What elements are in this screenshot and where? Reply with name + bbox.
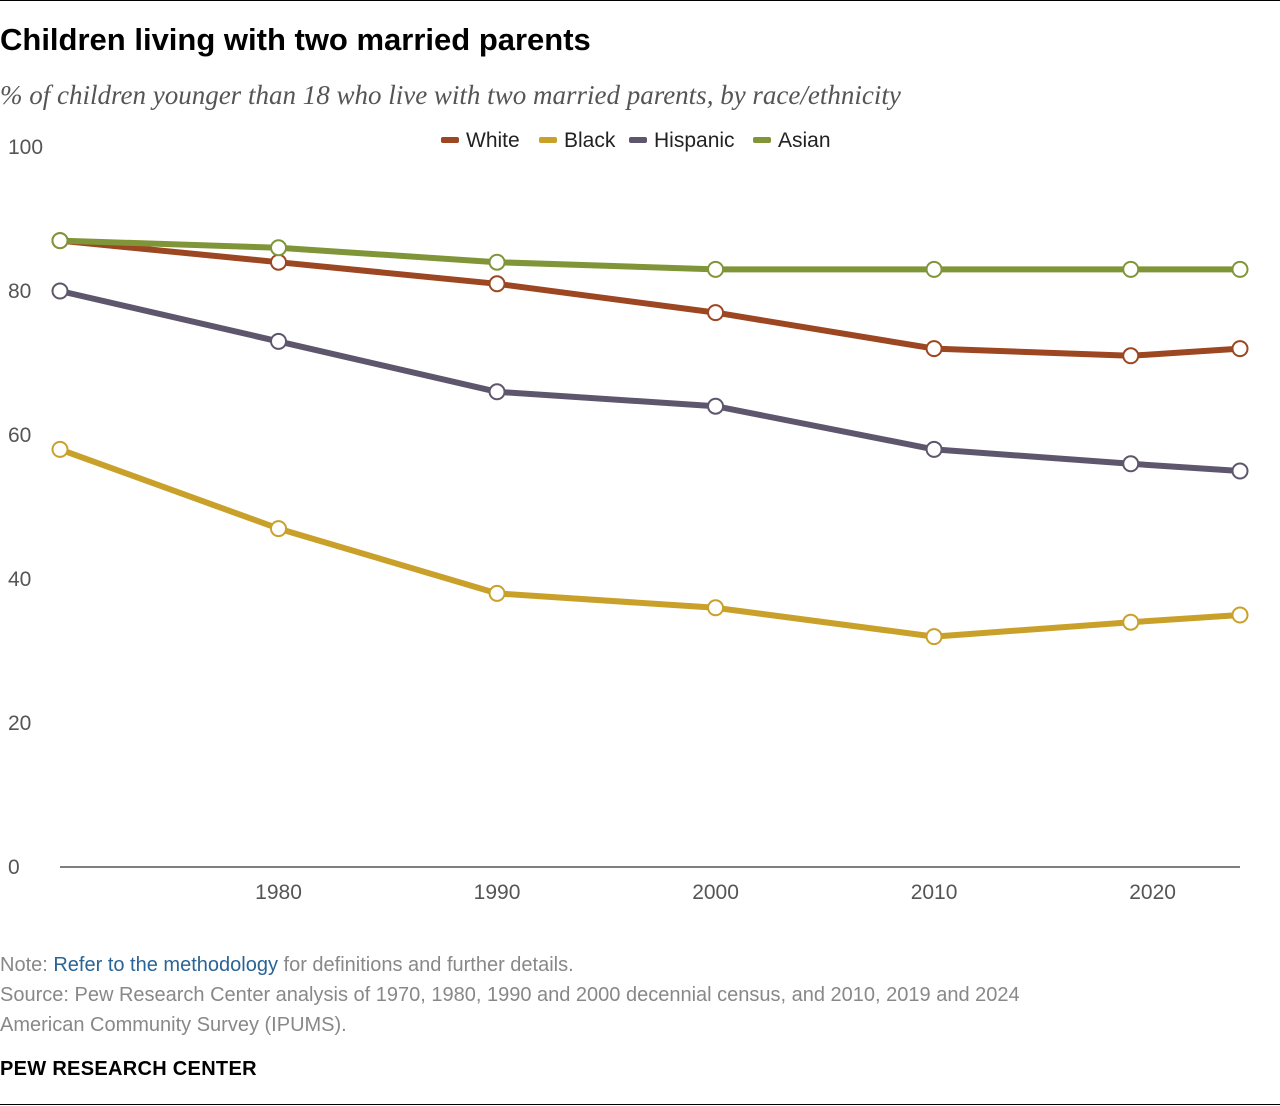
data-point-hispanic-2024 [1231, 462, 1249, 480]
data-point-white-2024 [1231, 340, 1249, 358]
data-point-asian-1980 [270, 239, 288, 257]
data-point-asian-2024 [1231, 260, 1249, 278]
y-tick-label-60: 60 [8, 424, 31, 447]
legend-swatch-asian [753, 137, 771, 143]
data-point-asian-2000 [707, 260, 725, 278]
legend: White Black Hispanic Asian [441, 129, 831, 152]
note-suffix: for definitions and further details. [277, 954, 574, 976]
x-tick-label-2000: 2000 [692, 881, 739, 904]
x-axis-ticks: 1980 1990 2000 2010 2020 [255, 881, 1176, 904]
series-line-white [57, 237, 1243, 359]
legend-label-asian: Asian [778, 129, 831, 152]
y-tick-label-100: 100 [8, 136, 43, 159]
data-point-hispanic-2000 [707, 397, 725, 415]
legend-label-white: White [466, 129, 520, 152]
data-point-black-2024 [1231, 606, 1249, 624]
data-point-white-2010 [925, 340, 943, 358]
line-chart: 0 20 40 60 80 100 1980 1990 2000 2010 2020 White B… [8, 129, 1249, 904]
legend-label-black: Black [564, 129, 616, 152]
data-point-black-2010 [925, 628, 943, 646]
data-point-black-2019 [1122, 613, 1140, 631]
footer-source-line1: Source: Pew Research Center analysis of … [0, 984, 1020, 1006]
data-point-hispanic-2010 [925, 440, 943, 458]
data-point-asian-1990 [488, 253, 506, 271]
x-tick-label-1990: 1990 [474, 881, 521, 904]
data-point-black-2000 [707, 599, 725, 617]
series-lines [57, 237, 1243, 640]
data-point-white-1990 [488, 275, 506, 293]
chart-subtitle: % of children younger than 18 who live w… [0, 80, 901, 110]
series-line-hispanic [57, 288, 1243, 474]
data-point-hispanic-1980 [270, 332, 288, 350]
footer-source-line2: American Community Survey (IPUMS). [0, 1014, 347, 1036]
data-point-black-1970 [51, 440, 69, 458]
data-point-hispanic-1970 [51, 282, 69, 300]
y-tick-label-0: 0 [8, 856, 20, 879]
top-rule [0, 0, 1280, 1]
x-tick-label-2010: 2010 [911, 881, 958, 904]
data-point-black-1990 [488, 584, 506, 602]
data-point-asian-2010 [925, 260, 943, 278]
y-tick-label-80: 80 [8, 280, 31, 303]
data-point-white-1980 [270, 253, 288, 271]
legend-swatch-white [441, 137, 459, 143]
y-axis-ticks: 0 20 40 60 80 100 [8, 136, 43, 879]
data-point-hispanic-2019 [1122, 455, 1140, 473]
data-point-black-1980 [270, 520, 288, 538]
chart-title: Children living with two married parents [0, 22, 591, 57]
legend-label-hispanic: Hispanic [654, 129, 735, 152]
x-tick-label-1980: 1980 [255, 881, 302, 904]
legend-swatch-hispanic [629, 137, 647, 143]
bottom-rule [0, 1104, 1280, 1105]
data-point-asian-2019 [1122, 260, 1140, 278]
data-point-white-2019 [1122, 347, 1140, 365]
series-line-black [57, 446, 1243, 640]
y-tick-label-20: 20 [8, 712, 31, 735]
data-point-asian-1970 [51, 232, 69, 250]
footer-note: Note: Refer to the methodology for defin… [0, 950, 574, 980]
data-point-hispanic-1990 [488, 383, 506, 401]
data-point-white-2000 [707, 304, 725, 322]
x-tick-label-2020: 2020 [1129, 881, 1176, 904]
brand-wordmark: PEW RESEARCH CENTER [0, 1058, 257, 1080]
series-points [51, 232, 1249, 646]
series-line-asian [57, 237, 1243, 273]
y-tick-label-40: 40 [8, 568, 31, 591]
methodology-link[interactable]: Refer to the methodology [53, 954, 278, 976]
legend-swatch-black [539, 137, 557, 143]
note-prefix: Note: [0, 954, 54, 976]
